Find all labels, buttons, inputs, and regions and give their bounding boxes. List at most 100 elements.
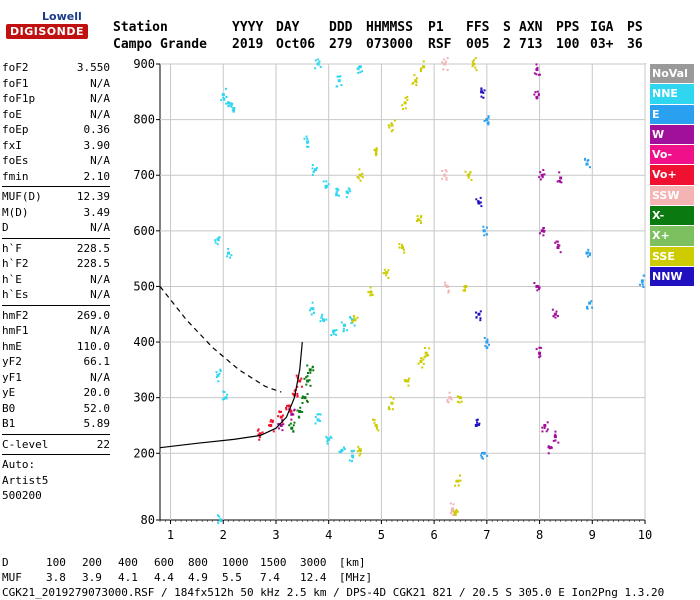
param-row: fmin 2.10 [2, 169, 110, 185]
data-point [318, 60, 321, 63]
data-point [403, 251, 406, 254]
param-name: h`F [2, 241, 22, 255]
data-point [321, 318, 325, 322]
param-value: 52.0 [83, 401, 111, 415]
param-value: N/A [90, 324, 110, 337]
data-point [290, 418, 293, 421]
data-point [420, 67, 423, 70]
data-point [305, 376, 308, 379]
data-point [541, 426, 544, 429]
header-value: 713 [519, 37, 543, 52]
data-point [306, 364, 309, 367]
data-point [476, 421, 479, 424]
data-point [482, 451, 486, 455]
data-point [305, 383, 308, 386]
data-point [390, 122, 393, 125]
data-point [558, 244, 561, 247]
data-point [464, 286, 467, 289]
data-point [279, 423, 283, 427]
data-point [290, 412, 294, 416]
param-row: foEs N/A [2, 153, 110, 169]
header-value: 2019 [232, 37, 264, 52]
data-point [353, 324, 356, 327]
data-point [359, 448, 362, 451]
data-point [392, 397, 395, 400]
x-tick-label: 6 [431, 528, 438, 542]
data-point [554, 430, 557, 433]
data-point [316, 418, 320, 422]
data-point [587, 251, 590, 254]
data-point [452, 513, 455, 516]
plot-area [159, 63, 646, 521]
data-point [358, 448, 362, 452]
data-point [533, 282, 536, 285]
param-row: yF2 66.1 [2, 354, 110, 370]
data-point [312, 171, 315, 174]
data-point [556, 180, 559, 183]
data-point [306, 400, 309, 403]
param-row: foF2 3.550 [2, 60, 110, 76]
data-point [591, 306, 594, 309]
data-point [287, 404, 291, 408]
header-label: HHMMSS [366, 20, 413, 35]
data-point [479, 319, 482, 322]
data-point [482, 91, 485, 94]
data-point [466, 173, 470, 177]
data-point [338, 194, 341, 197]
footer-value: 3.9 [82, 571, 102, 584]
data-point [327, 437, 331, 441]
data-point [277, 423, 280, 426]
data-point [383, 268, 386, 271]
data-point [487, 123, 490, 126]
data-point [559, 180, 562, 183]
data-point [351, 320, 354, 323]
data-point [317, 63, 320, 66]
data-point [422, 362, 425, 365]
data-point [225, 397, 228, 400]
data-point [475, 316, 478, 319]
data-point [402, 248, 405, 251]
data-point [545, 430, 548, 433]
data-point [540, 173, 544, 177]
footer-value: 1500 [260, 556, 287, 569]
data-point [268, 424, 271, 427]
header-label: S [503, 20, 511, 35]
data-point [277, 415, 280, 418]
data-point [306, 140, 310, 144]
param-row: yE 20.0 [2, 385, 110, 401]
data-point [444, 169, 447, 172]
data-point [642, 274, 645, 277]
data-point [215, 376, 218, 379]
data-point [227, 252, 230, 255]
data-point [475, 311, 478, 314]
divider [2, 454, 110, 455]
data-point [358, 65, 362, 69]
data-point [473, 59, 476, 62]
data-point [540, 346, 543, 349]
footer-info: CGK21_2019279073000.RSF / 184fx512h 50 k… [2, 586, 665, 599]
data-point [452, 509, 455, 512]
data-point [279, 410, 282, 413]
data-point [217, 522, 220, 525]
data-point [257, 428, 260, 431]
data-point [453, 511, 456, 514]
data-point [216, 237, 220, 241]
data-point [293, 421, 296, 424]
data-point [307, 145, 310, 148]
data-point [232, 110, 235, 113]
data-point [537, 286, 540, 289]
data-point [404, 107, 407, 110]
header-value: 005 [466, 37, 490, 52]
data-point [314, 416, 317, 419]
data-point [325, 435, 328, 438]
header-value: 279 [329, 37, 353, 52]
data-point [453, 512, 457, 516]
data-point [257, 433, 260, 436]
data-point [538, 353, 541, 356]
data-point [218, 236, 221, 239]
data-point [547, 452, 550, 455]
param-value: 5.89 [83, 417, 111, 430]
logo-line2: DIGISONDE [6, 24, 88, 39]
data-point [463, 288, 466, 291]
data-point [289, 410, 292, 413]
